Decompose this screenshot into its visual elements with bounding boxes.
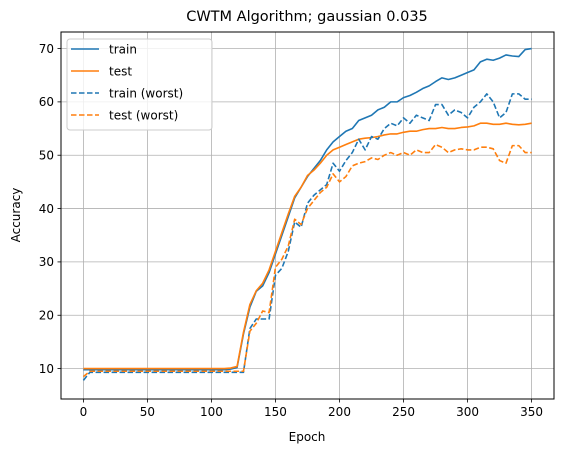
x-tick-label: 200: [328, 405, 351, 419]
series-line-4: [82, 143, 532, 378]
series-lines: [82, 47, 532, 381]
x-tick-label: 150: [264, 405, 287, 419]
series-line-2: [83, 122, 532, 370]
y-tick-label: 60: [39, 95, 54, 109]
axis-ticks: 0 50 100 150 200 250 300 350 10 20 30 40 50 60 70: [39, 42, 543, 419]
y-axis-label: Accuracy: [9, 188, 23, 243]
x-tick-label: 0: [80, 405, 88, 419]
legend-label-3: train (worst): [109, 86, 183, 100]
x-tick-label: 350: [520, 405, 543, 419]
legend: train test train (worst) test (worst): [66, 38, 213, 131]
x-tick-label: 250: [392, 405, 415, 419]
y-tick-label: 10: [39, 362, 54, 376]
chart-title: CWTM Algorithm; gaussian 0.035: [186, 9, 428, 25]
y-tick-label: 20: [39, 309, 54, 323]
y-tick-label: 50: [39, 149, 54, 163]
legend-label-2: test: [109, 64, 132, 78]
legend-label-1: train: [109, 42, 137, 56]
legend-box: [66, 38, 213, 131]
x-tick-label: 300: [456, 405, 479, 419]
x-tick-label: 50: [140, 405, 155, 419]
y-tick-label: 30: [39, 255, 54, 269]
y-tick-label: 40: [39, 202, 54, 216]
legend-label-4: test (worst): [109, 108, 178, 122]
x-axis-label: Epoch: [289, 430, 326, 444]
plot-frame: [60, 31, 555, 400]
y-tick-label: 70: [39, 42, 54, 56]
x-tick-label: 100: [200, 405, 223, 419]
